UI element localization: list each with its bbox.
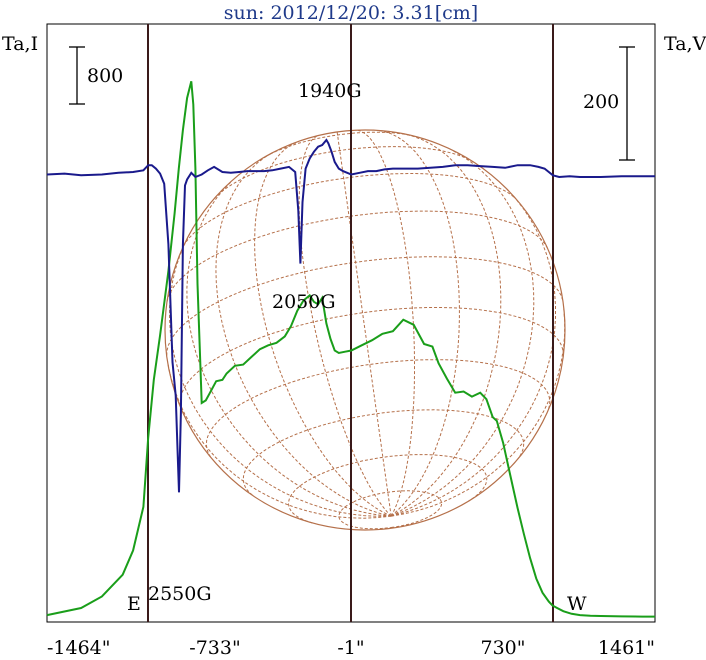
disk-grid-line: [213, 146, 475, 200]
left-axis-label: Ta,I: [2, 33, 38, 55]
disk-grid-line: [391, 308, 566, 517]
disk-grid-line: [205, 359, 551, 458]
chart-title: sun: 2012/12/20: 3.31[cm]: [224, 2, 478, 24]
limb-label-west: W: [567, 593, 587, 615]
disk-grid-line: [338, 490, 443, 530]
disk-grid-line: [166, 256, 564, 356]
solar-disk-outline: [164, 129, 566, 531]
disk-grid-line: [298, 135, 392, 517]
disk-grid-line: [336, 131, 392, 517]
disk-grid-line: [169, 233, 392, 517]
x-tick-label: -1": [337, 637, 364, 659]
disk-grid-line: [254, 141, 392, 517]
disk-grid-line: [391, 149, 535, 517]
left-scale-value: 800: [87, 65, 123, 87]
annotation-1940g: 1940G: [298, 80, 362, 102]
x-tick-label: 730": [480, 637, 525, 659]
disk-grid-line: [265, 131, 413, 157]
disk-grid-line: [167, 364, 392, 519]
disk-grid-line: [179, 307, 564, 408]
disk-grid-line: [377, 130, 460, 517]
disk-grid-line: [287, 454, 488, 524]
disk-grid-line: [242, 409, 525, 496]
intensity-curve: [46, 81, 655, 618]
limb-label-east: E: [127, 593, 141, 615]
right-scale-value: 200: [583, 91, 619, 113]
solar-disk-grid: [164, 129, 566, 531]
disk-grid-line: [183, 172, 517, 247]
disk-grid-line: [358, 129, 415, 517]
right-axis-label: Ta,V: [664, 33, 706, 55]
x-tick-label: 1461": [598, 637, 655, 659]
x-tick-label: -733": [189, 637, 240, 659]
disk-grid-line: [215, 151, 392, 517]
annotation-2550g: 2550G: [148, 583, 212, 605]
left-scale-bar: [69, 46, 85, 105]
annotation-2050g: 2050G: [272, 291, 336, 313]
right-scale-bar: [619, 46, 635, 161]
x-tick-label: -1464": [47, 637, 111, 659]
disk-grid-line: [390, 133, 502, 517]
disk-grid-line: [166, 210, 548, 302]
circular-polarization-curve: [46, 138, 655, 493]
disk-grid-line: [391, 188, 556, 517]
